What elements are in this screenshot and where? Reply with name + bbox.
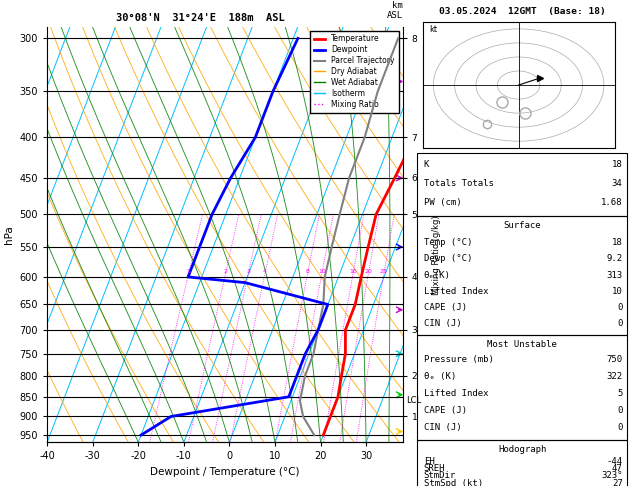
- Text: 16: 16: [349, 269, 357, 274]
- Text: CAPE (J): CAPE (J): [424, 406, 467, 415]
- Legend: Temperature, Dewpoint, Parcel Trajectory, Dry Adiabat, Wet Adiabat, Isotherm, Mi: Temperature, Dewpoint, Parcel Trajectory…: [310, 31, 399, 113]
- Text: StmSpd (kt): StmSpd (kt): [424, 479, 483, 486]
- Text: 34: 34: [612, 179, 623, 188]
- Text: K: K: [424, 160, 429, 170]
- Text: Surface: Surface: [503, 221, 541, 230]
- Text: -44: -44: [606, 457, 623, 466]
- Text: Dewp (°C): Dewp (°C): [424, 254, 472, 263]
- Text: Mixing Ratio (g/kg): Mixing Ratio (g/kg): [432, 215, 441, 295]
- Bar: [417, 153, 627, 216]
- Text: 322: 322: [606, 372, 623, 381]
- Text: Lifted Index: Lifted Index: [424, 389, 488, 398]
- Text: 0: 0: [617, 319, 623, 328]
- Text: 25: 25: [380, 269, 388, 274]
- Text: 10: 10: [612, 287, 623, 296]
- Text: θₑ(K): θₑ(K): [424, 271, 450, 279]
- Bar: [417, 335, 627, 440]
- Text: 8: 8: [306, 269, 309, 274]
- Text: 27: 27: [612, 479, 623, 486]
- Text: Lifted Index: Lifted Index: [424, 287, 488, 296]
- Text: 3: 3: [246, 269, 250, 274]
- Text: 30°08'N  31°24'E  188m  ASL: 30°08'N 31°24'E 188m ASL: [116, 13, 284, 22]
- Text: 03.05.2024  12GMT  (Base: 18): 03.05.2024 12GMT (Base: 18): [438, 7, 606, 17]
- Text: 9.2: 9.2: [606, 254, 623, 263]
- Text: Most Unstable: Most Unstable: [487, 340, 557, 349]
- Text: km
ASL: km ASL: [386, 1, 403, 20]
- Text: 1.68: 1.68: [601, 198, 623, 207]
- Text: 750: 750: [606, 355, 623, 364]
- Text: 1: 1: [187, 269, 191, 274]
- Text: θₑ (K): θₑ (K): [424, 372, 456, 381]
- Text: CAPE (J): CAPE (J): [424, 303, 467, 312]
- Text: 18: 18: [612, 238, 623, 247]
- Text: CIN (J): CIN (J): [424, 423, 461, 432]
- Text: 0: 0: [617, 423, 623, 432]
- Text: 20: 20: [364, 269, 372, 274]
- Text: 47: 47: [612, 464, 623, 473]
- Text: 4: 4: [263, 269, 267, 274]
- Text: Pressure (mb): Pressure (mb): [424, 355, 494, 364]
- Text: PW (cm): PW (cm): [424, 198, 461, 207]
- Text: EH: EH: [424, 457, 435, 466]
- Text: 5: 5: [617, 389, 623, 398]
- Text: Temp (°C): Temp (°C): [424, 238, 472, 247]
- Text: 10: 10: [318, 269, 326, 274]
- Text: StmDir: StmDir: [424, 471, 456, 481]
- Text: CIN (J): CIN (J): [424, 319, 461, 328]
- Text: Hodograph: Hodograph: [498, 445, 546, 454]
- X-axis label: Dewpoint / Temperature (°C): Dewpoint / Temperature (°C): [150, 467, 299, 477]
- Text: kt: kt: [429, 25, 437, 34]
- Text: LCL: LCL: [406, 397, 421, 405]
- Text: 0: 0: [617, 303, 623, 312]
- Text: 2: 2: [223, 269, 227, 274]
- Y-axis label: hPa: hPa: [4, 225, 14, 244]
- Bar: [417, 440, 627, 486]
- Text: 313: 313: [606, 271, 623, 279]
- Text: 323°: 323°: [601, 471, 623, 481]
- Text: 0: 0: [617, 406, 623, 415]
- Text: Totals Totals: Totals Totals: [424, 179, 494, 188]
- Bar: [417, 216, 627, 335]
- Text: SREH: SREH: [424, 464, 445, 473]
- Text: 18: 18: [612, 160, 623, 170]
